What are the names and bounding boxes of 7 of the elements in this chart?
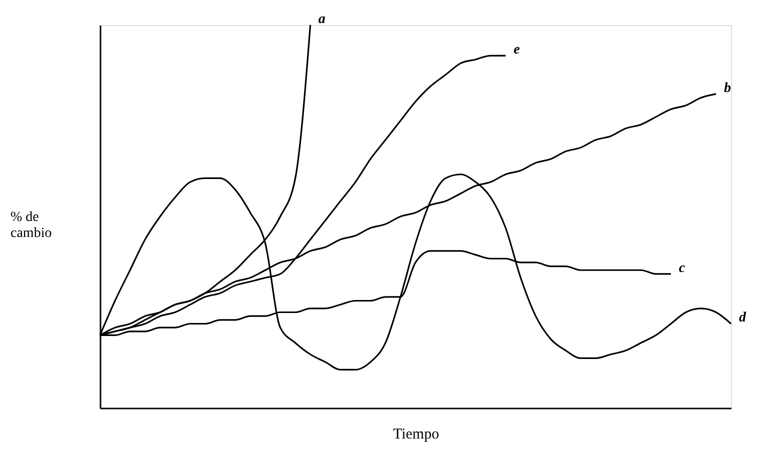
series-label: c: [678, 260, 686, 276]
series-label: b: [724, 80, 731, 96]
series-label: a: [318, 12, 326, 27]
x-axis-title: Tiempo: [392, 426, 440, 442]
series-label: e: [514, 42, 520, 58]
series-label: d: [739, 310, 747, 326]
y-axis-title: % de cambio: [10, 210, 52, 241]
